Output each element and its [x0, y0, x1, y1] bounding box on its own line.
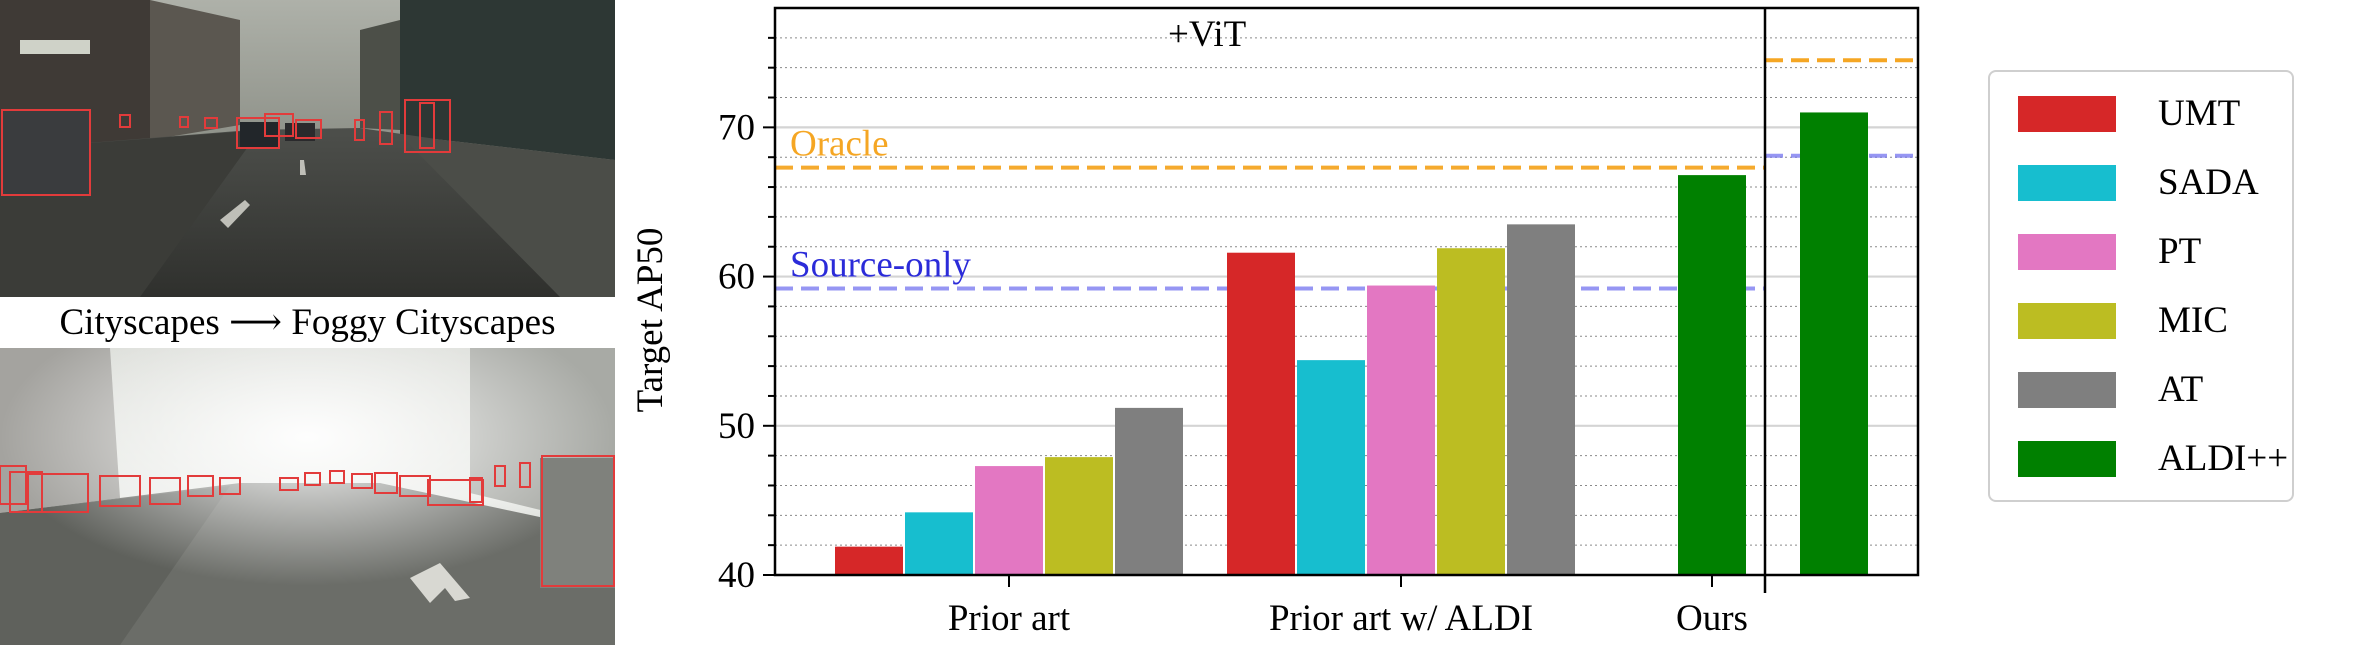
- bar-ours-aldiplusplus: [1678, 175, 1746, 575]
- reference-lines: Oracle Source-only: [775, 58, 1918, 291]
- legend-swatch: [2018, 372, 2116, 408]
- bars: [835, 112, 1868, 576]
- legend-swatch: [2018, 441, 2116, 477]
- bar-prior-art-w-aldi-pt: [1367, 285, 1435, 575]
- bar-prior-art-w-aldi-at: [1507, 224, 1575, 575]
- bar-prior-art-umt: [835, 546, 903, 575]
- legend-label: AT: [2158, 369, 2204, 410]
- legend-swatch: [2018, 165, 2116, 201]
- vit-section-label: +ViT: [1168, 14, 1246, 55]
- bar-prior-art-w-aldi-sada: [1297, 360, 1365, 575]
- y-tick-label: 50: [718, 406, 755, 447]
- bar-prior-art-at: [1115, 407, 1183, 575]
- bar-chart: Oracle Source-only Prior art Prior art w/ …: [630, 6, 1920, 639]
- bar-vit-aldiplusplus: [1800, 112, 1868, 576]
- legend-swatch: [2018, 303, 2116, 339]
- legend-item-aldiplusplus: ALDI++: [2018, 439, 2288, 479]
- legend-label: SADA: [2158, 162, 2259, 203]
- x-group-label: Ours: [1676, 598, 1748, 639]
- bar-prior-art-w-aldi-umt: [1227, 252, 1295, 575]
- y-axis-label: Target AP50: [630, 228, 671, 413]
- bar-prior-art-mic: [1045, 457, 1113, 575]
- y-tick-label: 70: [718, 107, 755, 148]
- legend-item-sada: SADA: [2018, 163, 2288, 203]
- legend-label: MIC: [2158, 300, 2228, 341]
- plot-frame: [773, 6, 1920, 577]
- y-tick-label: 40: [718, 555, 755, 596]
- axes: Prior art Prior art w/ ALDI Ours 40 50 60 70: [718, 6, 1920, 639]
- bar-prior-art-w-aldi-mic: [1437, 248, 1505, 575]
- legend-item-at: AT: [2018, 370, 2288, 410]
- chart-legend: UMT SADA PT MIC AT ALDI++: [1988, 70, 2294, 502]
- x-group-label: Prior art w/ ALDI: [1269, 598, 1533, 639]
- legend-item-umt: UMT: [2018, 94, 2288, 134]
- street-scene-icon: [0, 0, 615, 297]
- legend-swatch: [2018, 96, 2116, 132]
- legend-label: UMT: [2158, 93, 2241, 134]
- legend-label: ALDI++: [2158, 438, 2289, 479]
- bar-prior-art-pt: [975, 466, 1043, 575]
- legend-swatch: [2018, 234, 2116, 270]
- reference-label-oracle: Oracle: [790, 124, 889, 165]
- legend-item-mic: MIC: [2018, 301, 2288, 341]
- x-group-label: Prior art: [948, 598, 1071, 639]
- y-tick-label: 60: [718, 257, 755, 298]
- bar-prior-art-sada: [905, 512, 973, 575]
- reference-label-source-only: Source-only: [790, 245, 971, 286]
- legend-item-pt: PT: [2018, 232, 2288, 272]
- foggy-cityscapes-sample-image: [0, 348, 615, 645]
- cityscapes-sample-image: [0, 0, 615, 297]
- foggy-street-scene-icon: [0, 348, 615, 645]
- figure-caption: Cityscapes ⟶ Foggy Cityscapes: [59, 302, 556, 343]
- legend-label: PT: [2158, 231, 2202, 272]
